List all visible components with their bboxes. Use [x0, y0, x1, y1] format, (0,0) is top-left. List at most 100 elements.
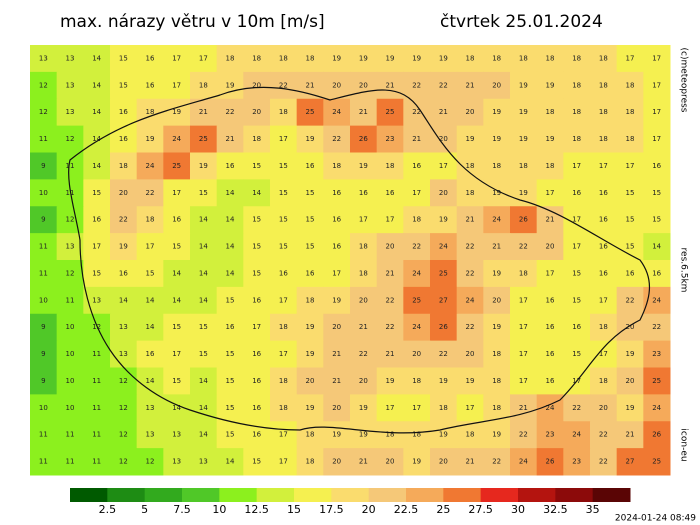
grid-value: 24: [466, 296, 475, 304]
grid-value: 20: [626, 323, 635, 331]
resolution: res.6.5km: [679, 248, 689, 293]
grid-cell: [83, 367, 111, 395]
grid-value: 19: [492, 269, 501, 277]
grid-value: 16: [306, 162, 315, 170]
grid-cell: [590, 179, 618, 207]
grid-value: 14: [199, 216, 208, 224]
colorbar-swatch: [182, 488, 220, 502]
grid-cell: [190, 206, 218, 234]
grid-cell: [136, 98, 164, 127]
grid-cell: [456, 98, 484, 127]
grid-value: 24: [652, 404, 661, 412]
grid-cell: [403, 125, 431, 153]
grid-cell: [483, 340, 511, 368]
grid-cell: [243, 394, 271, 422]
grid-value: 18: [466, 54, 475, 62]
grid-cell: [350, 45, 378, 73]
grid-value: 19: [439, 216, 448, 224]
grid-value: 17: [386, 404, 395, 412]
grid-cell: [83, 179, 111, 207]
grid-cell: [136, 313, 164, 342]
grid-value: 21: [359, 108, 368, 116]
grid-cell: [83, 394, 111, 422]
grid-value: 17: [546, 189, 555, 197]
grid-value: 18: [252, 135, 261, 143]
grid-value: 22: [412, 81, 421, 89]
grid-cell: [616, 45, 644, 73]
grid-value: 19: [332, 54, 341, 62]
grid-value: 15: [199, 189, 208, 197]
grid-cell: [376, 125, 404, 153]
grid-cell: [430, 233, 458, 261]
grid-value: 18: [279, 404, 288, 412]
grid-value: 12: [66, 269, 75, 277]
grid-value: 15: [172, 323, 181, 331]
grid-cell: [190, 448, 218, 476]
grid-value: 25: [172, 162, 181, 170]
grid-cell: [430, 152, 458, 180]
grid-cell: [30, 448, 58, 476]
grid-value: 15: [199, 323, 208, 331]
grid-value: 19: [546, 135, 555, 143]
grid-cell: [430, 367, 458, 395]
grid-cell: [30, 394, 58, 422]
grid-cell: [83, 206, 111, 234]
grid-cell: [483, 125, 511, 153]
grid-value: 19: [492, 135, 501, 143]
grid-value: 15: [652, 189, 661, 197]
grid-cell: [536, 98, 564, 127]
grid-value: 16: [119, 108, 128, 116]
grid-cell: [190, 98, 218, 127]
grid-cell: [510, 367, 538, 395]
grid-cell: [483, 313, 511, 342]
grid-cell: [83, 125, 111, 153]
grid-value: 12: [119, 377, 128, 385]
grid-value: 15: [306, 243, 315, 251]
grid-value: 19: [332, 296, 341, 304]
grid-value: 16: [386, 189, 395, 197]
grid-value: 17: [172, 350, 181, 358]
grid-cell: [270, 313, 298, 342]
grid-cell: [510, 394, 538, 422]
grid-value: 20: [439, 458, 448, 466]
grid-cell: [563, 313, 591, 342]
grid-cell: [323, 45, 351, 73]
grid-value: 22: [119, 216, 128, 224]
grid-cell: [590, 448, 618, 476]
grid-cell: [296, 206, 324, 234]
grid-value: 16: [359, 189, 368, 197]
grid-cell: [163, 313, 191, 342]
grid-cell: [536, 260, 564, 288]
grid-cell: [163, 152, 191, 180]
grid-value: 20: [546, 243, 555, 251]
copyright: (c)meteopress: [679, 48, 689, 113]
grid-cell: [163, 206, 191, 234]
grid-cell: [563, 98, 591, 127]
grid-value: 12: [146, 458, 155, 466]
grid-cell: [296, 260, 324, 288]
grid-value: 21: [199, 108, 208, 116]
grid-cell: [376, 152, 404, 180]
grid-value: 19: [359, 404, 368, 412]
grid-cell: [376, 394, 404, 422]
grid-cell: [296, 340, 324, 368]
grid-cell: [243, 286, 271, 315]
grid-value: 15: [172, 243, 181, 251]
grid-value: 17: [92, 243, 101, 251]
grid-value: 15: [92, 189, 101, 197]
grid-cell: [110, 125, 138, 153]
grid-value: 17: [626, 162, 635, 170]
grid-value: 17: [359, 216, 368, 224]
grid-cell: [190, 260, 218, 288]
grid-value: 18: [279, 54, 288, 62]
grid-value: 13: [146, 404, 155, 412]
grid-value: 19: [386, 54, 395, 62]
grid-cell: [350, 71, 378, 100]
grid-value: 19: [119, 243, 128, 251]
grid-value: 26: [652, 431, 661, 439]
colorbar-swatch: [144, 488, 183, 502]
grid-value: 18: [492, 162, 501, 170]
grid-value: 22: [572, 404, 581, 412]
date: čtvrtek 25.01.2024: [440, 12, 603, 32]
grid-cell: [243, 421, 271, 449]
